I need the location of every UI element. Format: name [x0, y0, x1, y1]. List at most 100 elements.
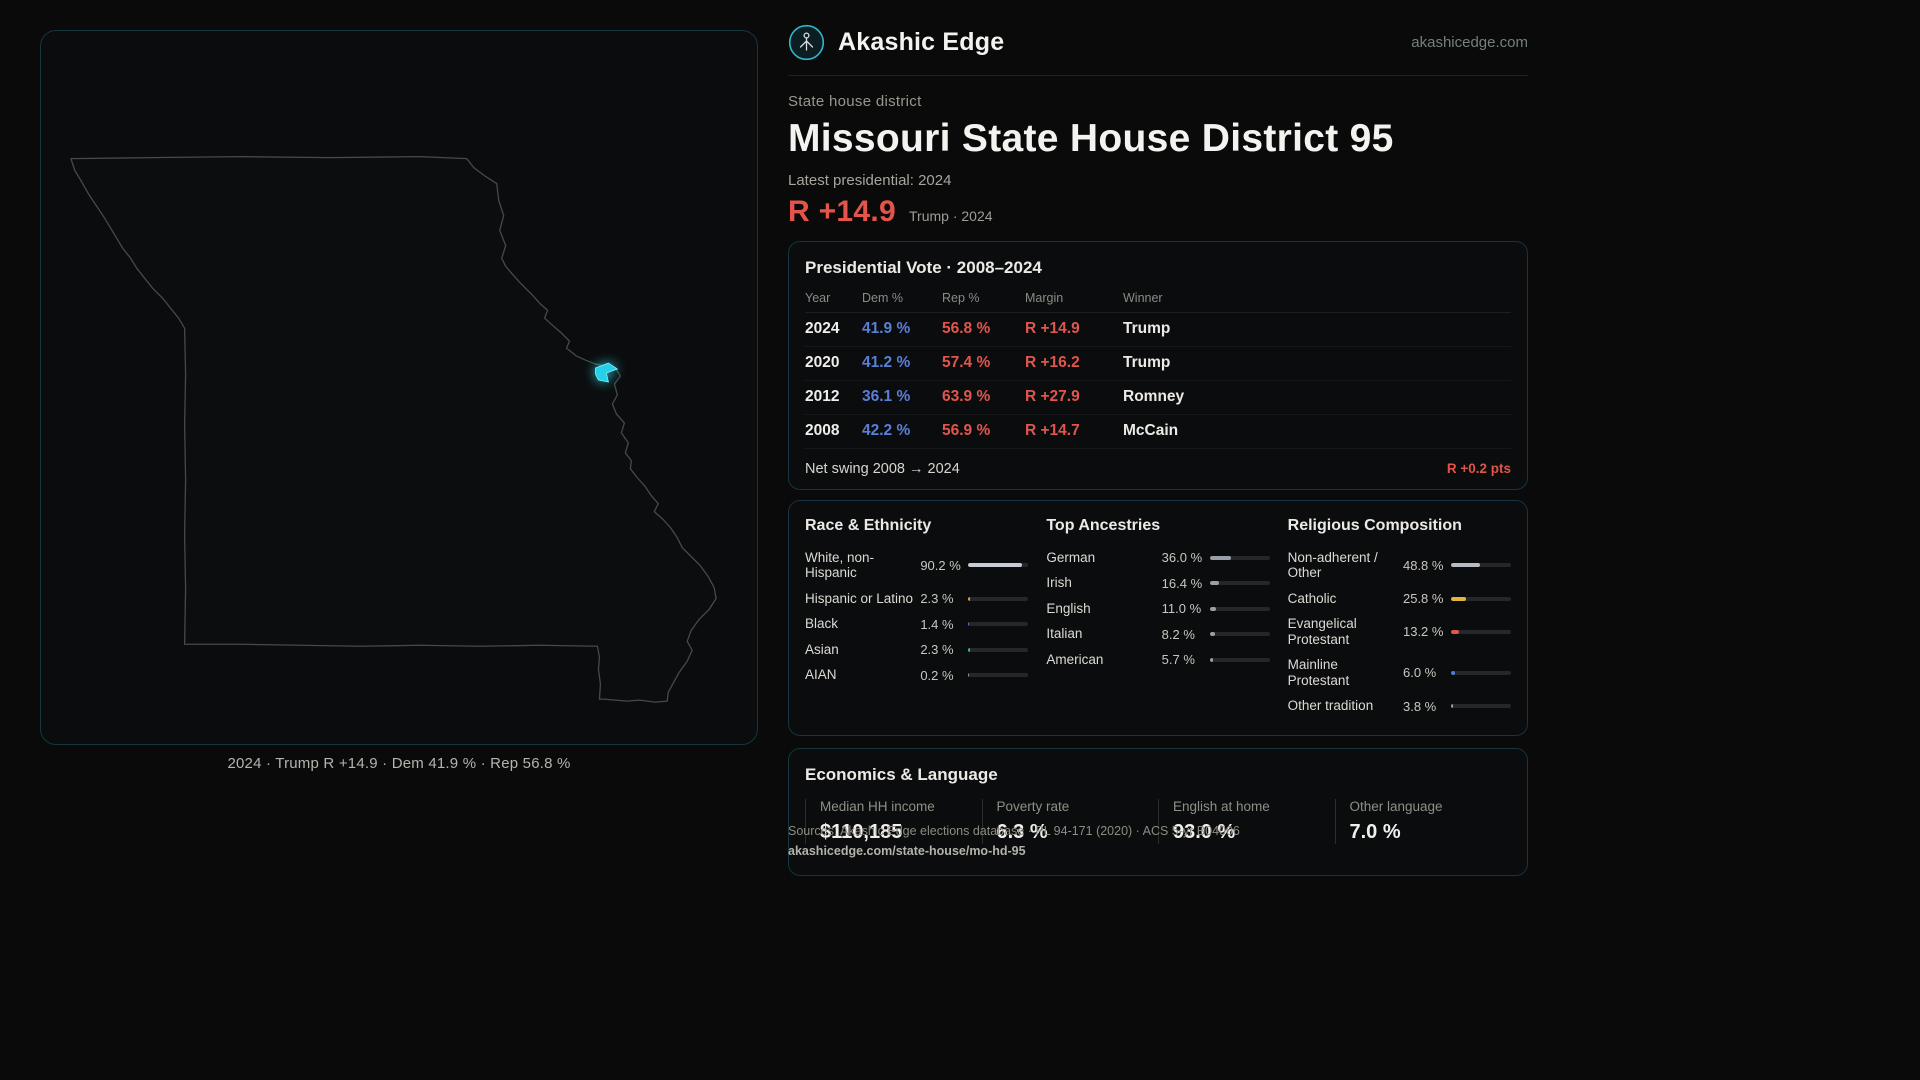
pres-year: 2020 — [805, 346, 862, 381]
economics-stat: English at home 93.0 % — [1158, 798, 1335, 844]
demographic-bar — [1209, 606, 1270, 611]
demographic-bar — [1450, 596, 1511, 601]
demographic-bar — [968, 673, 1029, 678]
demographic-value: 3.8 % — [1402, 698, 1437, 714]
economics-stat-value: 93.0 % — [1173, 820, 1236, 843]
demographic-value: 2.3 % — [920, 591, 954, 607]
pres-year: 2008 — [805, 414, 862, 449]
map-caption: 2024 · Trump R +14.9 · Dem 41.9 % · Rep … — [227, 755, 571, 772]
demographic-value: 1.4 % — [920, 616, 954, 632]
demographic-bar — [968, 647, 1029, 652]
demographics-section: Top Ancestries German 36.0 % Irish 16.4 % Eng… — [1046, 517, 1270, 719]
demographic-row: White, non-Hispanic 90.2 % — [805, 545, 1029, 586]
demographic-row: English 11.0 % — [1046, 596, 1270, 622]
demographic-row: Catholic 25.8 % — [1288, 586, 1511, 612]
demographic-bar — [1450, 629, 1511, 634]
latest-presidential-label: Latest presidential: 2024 — [788, 171, 952, 189]
presidential-vote-table: Year Dem % Rep % Margin Winner 2024 41.9 … — [805, 281, 1511, 449]
pres-margin: R +14.9 — [1025, 312, 1123, 347]
missouri-map — [70, 155, 717, 703]
demographics-grid: Race & Ethnicity White, non-Hispanic 90.2 … — [805, 517, 1511, 719]
pres-dem-pct: 42.2 % — [862, 414, 942, 449]
demographic-value: 13.2 % — [1402, 624, 1444, 640]
sources-line: Sources: Akashic Edge elections database… — [788, 824, 1240, 838]
brand-domain-link[interactable]: akashicedge.com — [1411, 34, 1528, 51]
highlighted-district-shape — [595, 362, 619, 383]
pres-winner: Trump — [1123, 312, 1511, 347]
demographic-bar — [1450, 563, 1511, 568]
pres-winner: Romney — [1123, 380, 1511, 415]
demographic-row: Non-adherent / Other 48.8 % — [1288, 545, 1511, 586]
col-dem: Dem % — [862, 281, 942, 313]
demographic-label: AIAN — [805, 667, 837, 683]
pres-rep-pct: 57.4 % — [942, 346, 1025, 381]
pres-year: 2012 — [805, 380, 862, 415]
demographic-label: Non-adherent / Other — [1287, 549, 1378, 581]
demographic-label: Catholic — [1287, 590, 1337, 606]
demographic-value: 5.7 % — [1161, 652, 1195, 668]
demographic-value: 25.8 % — [1402, 591, 1444, 607]
presidential-vote-title: Presidential Vote · 2008–2024 — [805, 257, 1042, 277]
demographic-label: German — [1046, 549, 1096, 565]
brand-name: Akashic Edge — [838, 28, 1005, 56]
demographic-bar-fill — [1450, 629, 1459, 634]
economics-stat: Median HH income $110,185 — [805, 798, 982, 844]
col-margin: Margin — [1025, 281, 1123, 313]
demographic-bar — [968, 596, 1029, 601]
economics-stat-label: Median HH income — [820, 798, 935, 814]
demographic-row: Mainline Protestant 6.0 % — [1288, 652, 1511, 693]
pres-margin: R +16.2 — [1025, 346, 1123, 381]
district-map-panel — [40, 30, 758, 745]
presidential-vote-card: Presidential Vote · 2008–2024 Year Dem %… — [788, 240, 1528, 490]
brand-logo-icon — [788, 24, 825, 61]
missouri-outline — [70, 155, 717, 703]
demographic-bar — [968, 622, 1029, 627]
demographic-bar — [1450, 670, 1511, 675]
economics-stat-label: Other language — [1349, 798, 1443, 814]
demographic-bar-fill — [968, 622, 970, 627]
col-rep: Rep % — [942, 281, 1025, 313]
demographic-row: German 36.0 % — [1046, 545, 1270, 571]
demographic-bar-fill — [1209, 632, 1215, 637]
demographic-value: 0.2 % — [920, 667, 954, 683]
economics-card: Economics & Language Median HH income $11… — [788, 747, 1528, 876]
demographic-row: Hispanic or Latino 2.3 % — [805, 586, 1029, 612]
pres-winner: McCain — [1123, 414, 1511, 449]
economics-stat-value: 6.3 % — [996, 820, 1048, 843]
demographic-value: 11.0 % — [1161, 601, 1202, 617]
demographic-label: Irish — [1046, 575, 1072, 591]
col-winner: Winner — [1123, 281, 1511, 313]
sources-footer: Sources: Akashic Edge elections database… — [788, 823, 1240, 860]
pres-dem-pct: 36.1 % — [862, 380, 942, 415]
demographic-row: Asian 2.3 % — [805, 637, 1029, 663]
demographic-value: 8.2 % — [1161, 626, 1195, 642]
headline-margin-value: R +14.9 — [788, 194, 897, 228]
pres-rep-pct: 56.9 % — [942, 414, 1025, 449]
page-title: Missouri State House District 95 — [788, 117, 1394, 160]
demographic-label: Mainline Protestant — [1287, 657, 1350, 688]
demographic-bar-fill — [1450, 670, 1455, 675]
demographic-row: Other tradition 3.8 % — [1288, 693, 1511, 719]
pres-rep-pct: 56.8 % — [942, 312, 1025, 347]
presidential-vote-rows: 2024 41.9 % 56.8 % R +14.9 Trump 2020 41.2 % 57… — [805, 312, 1511, 449]
demographic-bar-fill — [1450, 563, 1481, 568]
demographic-label: White, non-Hispanic — [805, 549, 875, 581]
pres-year: 2024 — [805, 312, 862, 347]
demographic-label: Hispanic or Latino — [805, 590, 914, 606]
pres-dem-pct: 41.9 % — [862, 312, 942, 347]
headline-margin-row: R +14.9 Trump · 2024 — [788, 195, 1528, 229]
demographic-label: Other tradition — [1287, 698, 1374, 714]
demographic-row: Italian 8.2 % — [1046, 621, 1270, 647]
economics-title: Economics & Language — [805, 764, 998, 784]
net-swing-label: Net swing 2008 → 2024 — [805, 460, 960, 477]
district-type-kicker: State house district — [788, 93, 922, 110]
demographic-row: American 5.7 % — [1046, 647, 1270, 673]
demographic-label: Evangelical Protestant — [1287, 616, 1357, 647]
demographic-label: English — [1046, 600, 1091, 616]
demographic-label: Black — [805, 616, 839, 632]
permalink[interactable]: akashicedge.com/state-house/mo-hd-95 — [788, 843, 1026, 858]
demographic-label: Asian — [805, 641, 839, 657]
demographic-bar — [1209, 555, 1270, 560]
demographics-section: Race & Ethnicity White, non-Hispanic 90.2 … — [805, 517, 1029, 719]
